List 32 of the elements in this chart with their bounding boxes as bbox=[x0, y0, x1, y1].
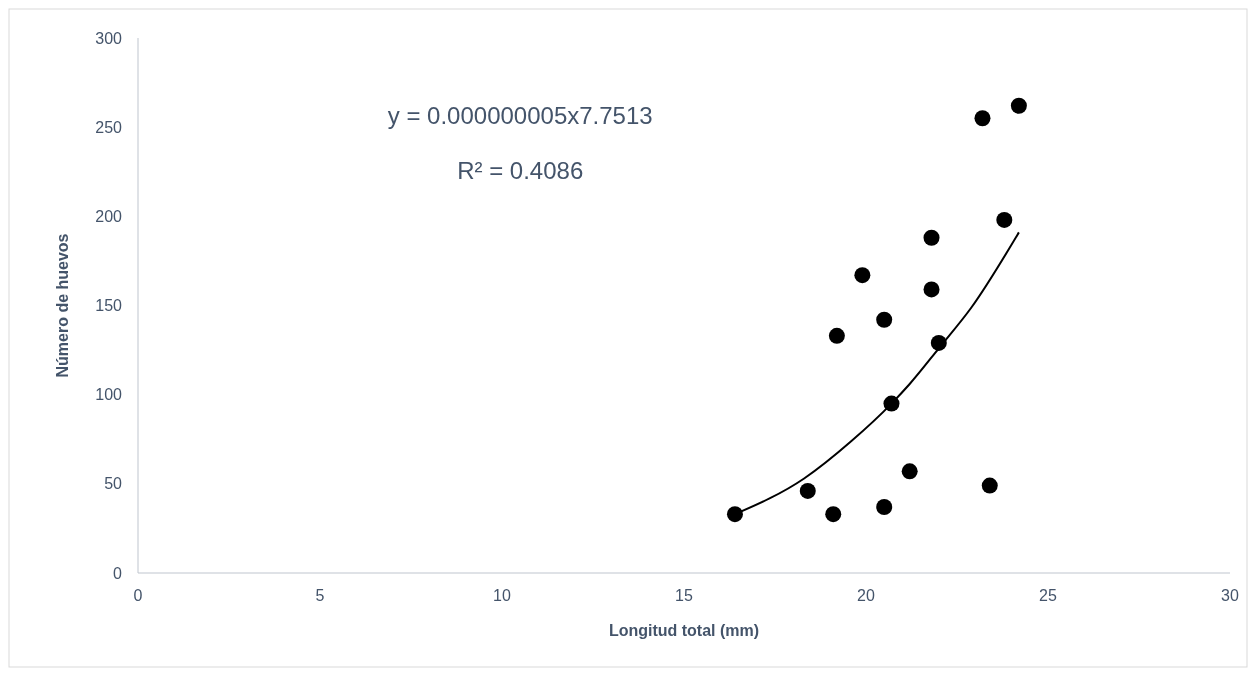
y-tick-label: 50 bbox=[104, 475, 123, 493]
x-tick-label: 5 bbox=[315, 587, 325, 604]
y-axis-title: Número de huevos bbox=[54, 233, 71, 378]
y-tick-label: 100 bbox=[95, 386, 123, 404]
annotation: R² = 0.4086 bbox=[457, 156, 584, 184]
point bbox=[901, 463, 918, 480]
point bbox=[825, 506, 842, 523]
x-tick-label: 0 bbox=[133, 587, 143, 604]
point bbox=[876, 311, 893, 328]
x-tick-label: 20 bbox=[857, 587, 875, 604]
point bbox=[876, 499, 893, 516]
y-tick-label: 250 bbox=[95, 118, 123, 136]
x-axis-title: Longitud total (mm) bbox=[608, 622, 760, 639]
point bbox=[828, 327, 845, 344]
point bbox=[923, 281, 940, 298]
annotation: y = 0.000000005x7.7513 bbox=[387, 101, 653, 129]
point bbox=[974, 110, 991, 127]
point bbox=[996, 211, 1013, 228]
point bbox=[726, 506, 743, 523]
point bbox=[799, 482, 816, 499]
point bbox=[923, 229, 940, 246]
x-tick-label: 15 bbox=[675, 587, 693, 604]
point bbox=[854, 267, 871, 284]
y-tick-label: 150 bbox=[95, 297, 123, 315]
y-tick-label: 300 bbox=[95, 29, 123, 47]
y-tick-label: 0 bbox=[113, 564, 123, 582]
x-tick-label: 30 bbox=[1221, 587, 1239, 604]
point bbox=[981, 477, 998, 494]
x-tick-label: 25 bbox=[1039, 587, 1057, 604]
x-tick-label: 10 bbox=[493, 587, 511, 604]
y-tick-label: 200 bbox=[95, 207, 123, 225]
point bbox=[1010, 97, 1027, 114]
